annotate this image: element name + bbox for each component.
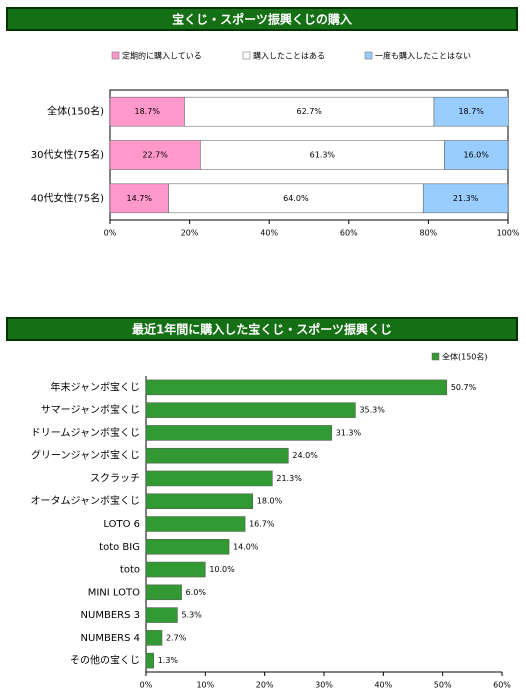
x-tick-label: 80%	[420, 229, 438, 238]
bar	[145, 652, 154, 669]
data-label: 18.7%	[135, 107, 161, 116]
bar	[145, 516, 246, 532]
data-label: 61.3%	[310, 151, 336, 160]
data-label: 1.3%	[158, 656, 179, 665]
bar	[422, 183, 509, 214]
legend-swatch	[431, 352, 440, 361]
data-label: 24.0%	[292, 451, 318, 460]
data-label: 14.7%	[127, 194, 153, 203]
y-tick-label: 全体(150名)	[47, 105, 104, 118]
bar	[145, 447, 289, 464]
data-label: 64.0%	[283, 194, 309, 203]
y-tick-label: 年末ジャンボ宝くじ	[51, 380, 141, 393]
y-tick-label: 30代女性(75名)	[31, 148, 104, 161]
y-tick-label: オータムジャンボ宝くじ	[31, 494, 141, 507]
bar	[145, 630, 163, 646]
y-tick-label: スクラッチ	[90, 472, 140, 484]
x-tick-label: 40%	[374, 681, 392, 690]
data-label: 18.7%	[458, 107, 484, 116]
bar	[184, 96, 435, 127]
y-tick-label: MINI LOTO	[88, 587, 140, 598]
legend-swatch	[364, 51, 373, 60]
y-tick-label: 40代女性(75名)	[31, 191, 104, 204]
x-tick-label: 50%	[434, 681, 452, 690]
bar	[109, 183, 169, 214]
chart-title: 宝くじ・スポーツ振興くじの購入	[172, 12, 352, 27]
data-label: 31.3%	[336, 428, 362, 437]
legend-swatch	[242, 51, 251, 60]
data-label: 10.0%	[209, 565, 235, 574]
data-label: 22.7%	[142, 151, 168, 160]
bar	[444, 140, 509, 170]
bar	[145, 379, 448, 396]
y-tick-label: toto	[120, 565, 140, 576]
legend-label: 購入したことはある	[253, 51, 325, 61]
data-label: 16.7%	[249, 520, 275, 529]
data-label: 16.0%	[463, 151, 489, 160]
data-label: 5.3%	[181, 611, 202, 620]
data-label: 35.3%	[359, 406, 385, 415]
x-tick-label: 20%	[256, 681, 274, 690]
x-tick-label: 0%	[104, 229, 117, 238]
title-bar	[6, 317, 518, 341]
y-tick-label: NUMBERS 4	[81, 633, 140, 644]
bar	[200, 140, 445, 170]
x-tick-label: 40%	[260, 229, 278, 238]
chart-title: 最近1年間に購入した宝くじ・スポーツ振興くじ	[132, 322, 392, 337]
legend-label: 定期的に購入している	[122, 51, 202, 61]
bar	[145, 425, 332, 441]
x-tick-label: 30%	[315, 681, 333, 690]
bar	[168, 183, 424, 214]
x-tick-label: 100%	[497, 229, 520, 238]
title-bar	[6, 7, 518, 31]
bar	[145, 584, 182, 601]
legend-label: 一度も購入したことはない	[375, 51, 471, 61]
y-tick-label: NUMBERS 3	[81, 610, 140, 621]
bar	[145, 561, 206, 578]
data-label: 18.0%	[257, 497, 283, 506]
x-tick-label: 0%	[140, 681, 153, 690]
bar	[433, 96, 509, 127]
y-tick-label: ドリームジャンボ宝くじ	[31, 426, 140, 439]
y-tick-label: サマージャンボ宝くじ	[41, 403, 140, 416]
data-label: 21.3%	[453, 194, 479, 203]
bar	[145, 607, 178, 623]
legend-label: 全体(150名)	[442, 352, 488, 362]
data-label: 2.7%	[166, 633, 187, 642]
bar	[145, 402, 356, 418]
data-label: 62.7%	[296, 107, 322, 116]
bar	[145, 493, 254, 509]
bar	[109, 96, 185, 127]
y-tick-label: LOTO 6	[103, 519, 140, 530]
data-label: 6.0%	[186, 588, 207, 597]
legend-swatch	[111, 51, 120, 60]
bar	[145, 539, 230, 555]
x-tick-label: 10%	[196, 681, 214, 690]
y-tick-label: その他の宝くじ	[70, 654, 140, 667]
x-tick-label: 20%	[181, 229, 199, 238]
y-tick-label: toto BIG	[99, 542, 140, 553]
data-label: 21.3%	[276, 474, 302, 483]
y-tick-label: グリーンジャンボ宝くじ	[31, 449, 140, 462]
x-tick-label: 60%	[340, 229, 358, 238]
bar	[145, 470, 273, 487]
data-label: 50.7%	[451, 383, 477, 392]
data-label: 14.0%	[233, 542, 259, 551]
x-tick-label: 60%	[493, 681, 511, 690]
